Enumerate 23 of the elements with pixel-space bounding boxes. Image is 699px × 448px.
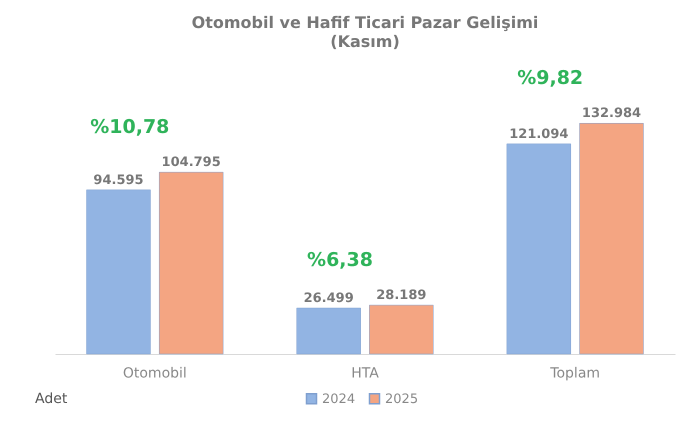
bar bbox=[296, 308, 361, 354]
data-label: 94.595 bbox=[93, 172, 144, 188]
data-label: 121.094 bbox=[509, 126, 568, 142]
data-label: 28.189 bbox=[376, 288, 426, 304]
bar bbox=[369, 304, 434, 354]
data-label: 132.984 bbox=[582, 106, 642, 122]
data-label: 26.499 bbox=[304, 291, 354, 306]
bar bbox=[86, 190, 151, 354]
legend-label: 2025 bbox=[385, 392, 418, 407]
x-tick-label: Toplam bbox=[549, 366, 600, 382]
text: Adet bbox=[35, 391, 68, 407]
chart-subtitle: (Kasım) bbox=[330, 32, 400, 51]
bar bbox=[158, 172, 224, 354]
text: %9,82 bbox=[517, 67, 584, 90]
chart-title: Otomobil ve Hafif Ticari Pazar Gelişimi bbox=[192, 13, 538, 32]
bar bbox=[579, 122, 644, 354]
annotation: %10,78 bbox=[90, 116, 170, 138]
data-label: 104.795 bbox=[162, 155, 221, 170]
bar bbox=[506, 144, 572, 354]
x-tick-label: Otomobil bbox=[122, 366, 187, 382]
legend-label: 2024 bbox=[322, 392, 356, 407]
x-tick-label: HTA bbox=[351, 366, 380, 382]
annotation: %6,38 bbox=[307, 249, 373, 272]
